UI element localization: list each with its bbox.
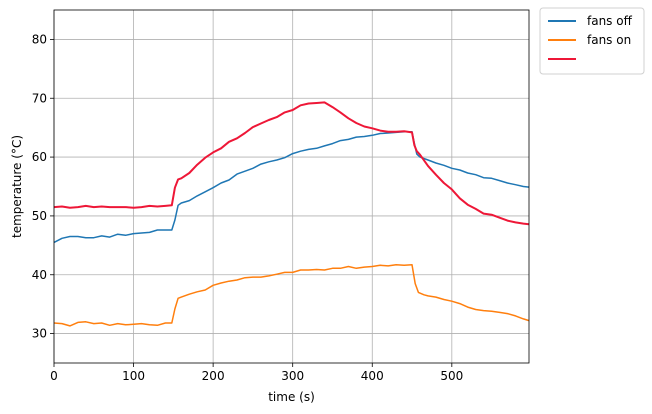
x-tick-label: 300 [281,369,304,383]
y-tick-label: 60 [32,150,47,164]
y-tick-label: 30 [32,327,47,341]
x-tick-label: 0 [50,369,58,383]
series-line-2 [53,263,530,327]
series-layer [53,101,530,327]
legend-box [539,7,645,75]
ticks: 0 100 200 300 400 500 30 40 50 60 70 80 [32,32,464,383]
x-tick-label: 400 [361,369,384,383]
plot-frame [53,9,530,364]
y-tick-label: 70 [32,91,47,105]
y-tick-label: 80 [32,32,47,46]
y-tick-label: 50 [32,209,47,223]
series-line-3 [53,101,530,226]
x-tick-label: 100 [122,369,145,383]
axes [53,9,530,364]
grid [53,10,529,363]
legend: fans off fans on [539,7,645,75]
legend-label: fans off [587,14,633,28]
x-tick-label: 200 [202,369,225,383]
legend-label: fans on [587,33,631,47]
y-tick-label: 40 [32,268,47,282]
y-axis-label: temperature (°C) [10,135,24,238]
x-axis-label: time (s) [268,390,315,404]
x-tick-label: 500 [440,369,463,383]
series-line-1 [53,131,530,244]
